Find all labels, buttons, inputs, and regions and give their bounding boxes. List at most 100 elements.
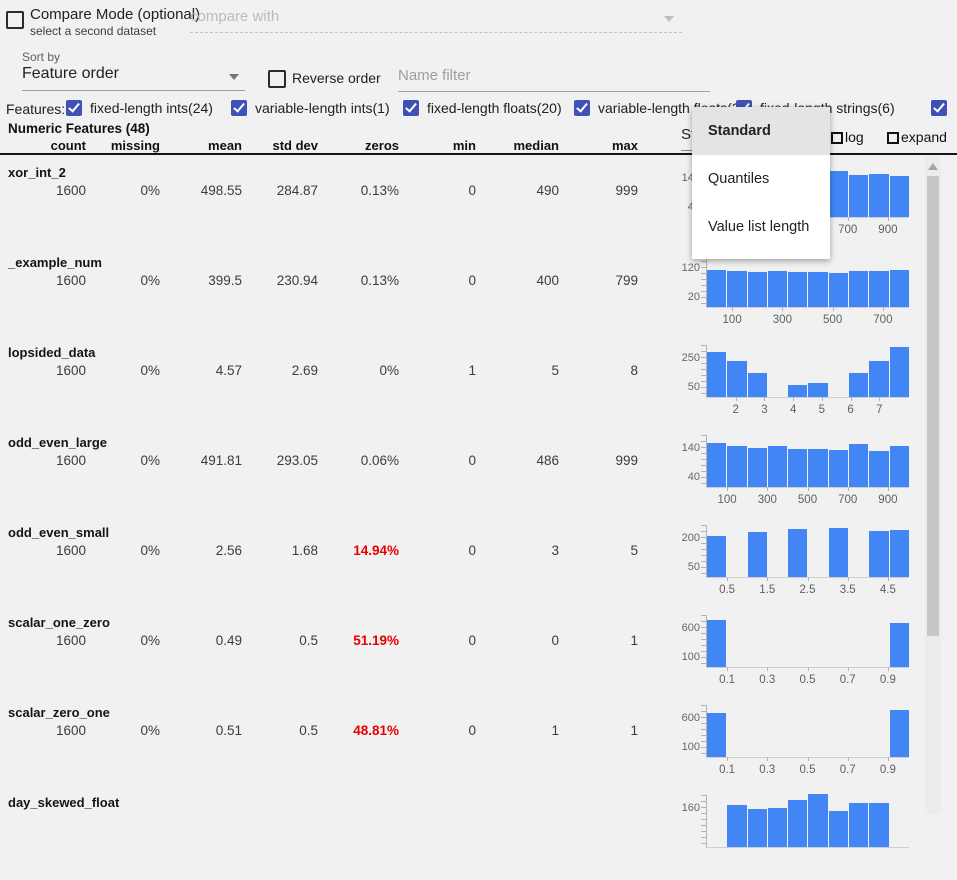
stat-zeros: 0%	[379, 363, 399, 378]
stat-max: 5	[630, 543, 638, 558]
x-axis-tick	[767, 577, 769, 581]
x-axis-tick-label: 0.9	[879, 674, 896, 686]
feature-name: day_skewed_float	[8, 795, 120, 810]
expand-label: expand	[901, 129, 947, 145]
expand-checkbox[interactable]	[887, 132, 899, 144]
x-axis-tick	[887, 487, 889, 491]
x-axis-tick-label: 0.3	[759, 674, 776, 686]
histogram-bar	[828, 450, 849, 487]
x-axis-tick	[735, 397, 737, 401]
name-filter-input[interactable]: Name filter	[398, 67, 710, 92]
compare-mode-checkbox[interactable]	[6, 11, 24, 29]
table-row: scalar_zero_one 1600 0% 0.51 0.5 48.81% 0 1 1 600…	[0, 700, 957, 790]
feature-filter-checkbox[interactable]	[931, 99, 947, 116]
feature-filter-checkbox[interactable]	[66, 99, 82, 116]
column-header-std-dev: std dev	[272, 138, 318, 153]
stat-min: 0	[468, 543, 476, 558]
sort-by-label: Sort by	[22, 50, 61, 64]
x-axis-tick	[732, 307, 734, 311]
histogram-bar	[727, 361, 747, 397]
stat-missing: 0%	[140, 453, 160, 468]
feature-histogram: 250 50 2 3 4 5 6 7	[672, 343, 922, 429]
column-header-min: min	[452, 138, 476, 153]
stat-missing: 0%	[140, 363, 160, 378]
table-row: odd_even_small 1600 0% 2.56 1.68 14.94% 0 3 5 200…	[0, 520, 957, 610]
x-axis-tick	[847, 667, 849, 671]
histogram-bar	[747, 532, 767, 577]
histogram-bar	[849, 271, 869, 307]
x-axis-tick	[847, 487, 849, 491]
menu-item-quantiles[interactable]: Quantiles	[708, 171, 770, 187]
x-axis-tick-label: 0.9	[879, 764, 896, 776]
feature-name: lopsided_data	[8, 345, 96, 360]
histogram-bar	[788, 272, 808, 307]
feature-filter-checkbox[interactable]	[231, 99, 247, 116]
histogram-bar	[727, 271, 747, 307]
histogram-bar	[767, 446, 788, 487]
histogram-bar	[849, 803, 869, 847]
stat-max: 999	[615, 183, 638, 198]
x-axis-tick-label: 500	[823, 314, 843, 326]
histogram-bar	[767, 271, 788, 307]
stat-median: 490	[536, 183, 559, 198]
x-axis-tick	[807, 577, 809, 581]
histogram-bar	[788, 529, 808, 577]
feature-filter-checkbox[interactable]	[574, 99, 590, 116]
reverse-order-checkbox[interactable]	[268, 70, 286, 88]
feature-filter-label: fixed-length ints(24)	[90, 99, 213, 116]
y-axis-tick-label: 100	[681, 741, 700, 753]
feature-histogram: 600 100 0.1 0.3 0.5 0.7 0.9	[672, 703, 922, 789]
compare-mode-sublabel: select a second dataset	[30, 24, 157, 38]
log-checkbox[interactable]	[831, 132, 843, 144]
stat-count: 1600	[55, 723, 86, 738]
stat-std_dev: 293.05	[276, 453, 318, 468]
stat-count: 1600	[55, 633, 86, 648]
column-header-count: count	[50, 138, 86, 153]
y-axis-tick-label: 40	[687, 471, 700, 483]
x-axis-tick	[727, 757, 729, 761]
stat-zeros: 0.13%	[360, 273, 399, 288]
stat-std_dev: 230.94	[276, 273, 318, 288]
scroll-up-arrow-icon[interactable]	[928, 163, 938, 170]
stat-min: 0	[468, 453, 476, 468]
stat-count: 1600	[55, 183, 86, 198]
histogram-bar	[889, 710, 909, 757]
stat-zeros: 51.19%	[353, 633, 399, 648]
stat-mean: 498.55	[200, 183, 242, 198]
feature-stats: 1600 0% 0.49 0.5 51.19% 0 0 1	[0, 633, 638, 648]
menu-item-value-list-length[interactable]: Value list length	[708, 219, 810, 235]
feature-stats: 1600 0% 399.5 230.94 0.13% 0 400 799	[0, 273, 638, 288]
feature-name: scalar_one_zero	[8, 615, 110, 630]
y-axis-tick-label: 140	[681, 442, 700, 454]
histogram-bar	[869, 271, 889, 307]
scrollbar-track[interactable]	[925, 156, 941, 814]
header-divider	[0, 153, 957, 155]
stat-std_dev: 2.69	[291, 363, 318, 378]
compare-with-dropdown[interactable]: compare with	[190, 8, 682, 33]
column-header-zeros: zeros	[365, 138, 399, 153]
stat-median: 5	[551, 363, 559, 378]
stat-median: 3	[551, 543, 559, 558]
y-axis-tick-label: 160	[681, 802, 700, 814]
histogram-bar	[747, 809, 767, 847]
table-row: _example_num 1600 0% 399.5 230.94 0.13% 0 400 79…	[0, 250, 957, 340]
feature-histogram: 140 40 100 300 500 700 900	[672, 433, 922, 519]
stat-missing: 0%	[140, 183, 160, 198]
x-axis-tick	[847, 217, 849, 221]
x-axis-tick	[887, 667, 889, 671]
stat-std_dev: 1.68	[291, 543, 318, 558]
stat-zeros: 0.13%	[360, 183, 399, 198]
menu-item-standard[interactable]: Standard	[692, 107, 830, 155]
stat-std_dev: 0.5	[299, 723, 318, 738]
x-axis-tick	[767, 667, 769, 671]
histogram-bar	[869, 531, 889, 577]
x-axis-tick-label: 300	[772, 314, 792, 326]
histogram-bar	[828, 171, 849, 217]
stat-std_dev: 0.5	[299, 633, 318, 648]
y-axis-ruler	[701, 435, 707, 487]
scrollbar-thumb[interactable]	[927, 176, 939, 636]
x-axis-tick-label: 700	[838, 224, 858, 236]
sort-by-value: Feature order	[22, 65, 119, 82]
feature-filter-checkbox[interactable]	[403, 99, 419, 116]
sort-by-dropdown[interactable]: Feature order	[22, 65, 245, 91]
